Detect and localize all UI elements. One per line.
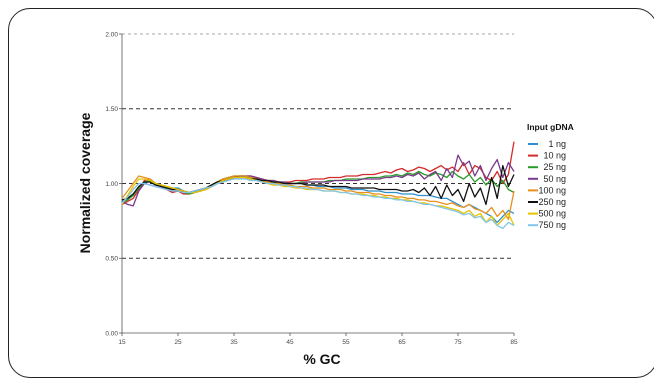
legend-label: 500 ng [538,209,566,219]
series-line-1ng [121,176,515,224]
y-tick-label: 2.00 [105,31,118,38]
series-lines [121,141,515,230]
legend-label: 750 ng [538,220,566,230]
x-tick-label: 15 [118,339,126,346]
reference-lines [122,33,514,259]
legend-label: 250 ng [538,197,566,207]
x-tick-label: 75 [454,339,462,346]
x-tick-label: 55 [342,339,350,346]
chart-frame [8,8,654,378]
legend-label: 100 ng [538,185,566,195]
series-line-50ng [121,154,515,207]
legend-label: 50 ng [543,174,566,184]
series-line-25ng [121,170,515,204]
x-tick-label: 35 [230,339,238,346]
series-line-750ng [121,178,515,230]
x-tick-label: 85 [510,339,518,346]
x-tick-label: 45 [286,339,294,346]
y-tick-label: 0.00 [105,330,118,337]
series-line-250ng [121,164,515,206]
y-tick-label: 1.50 [105,106,118,113]
x-axis-title: % GC [303,351,340,367]
y-tick-labels: 0.00 0.50 1.00 1.50 2.00 [105,31,122,337]
legend-label: 25 ng [543,162,566,172]
y-axis-title: Normalized coverage [77,112,93,253]
y-tick-label: 1.00 [105,181,118,188]
y-tick-label: 0.50 [105,256,118,263]
legend-label: 1 ng [548,139,566,149]
x-tick-label: 25 [174,339,182,346]
x-tick-label: 65 [398,339,406,346]
legend-title: Input gDNA [527,122,574,132]
x-tick-labels: 15 25 35 45 55 65 75 85 [118,333,518,346]
legend-label: 10 ng [543,151,566,161]
